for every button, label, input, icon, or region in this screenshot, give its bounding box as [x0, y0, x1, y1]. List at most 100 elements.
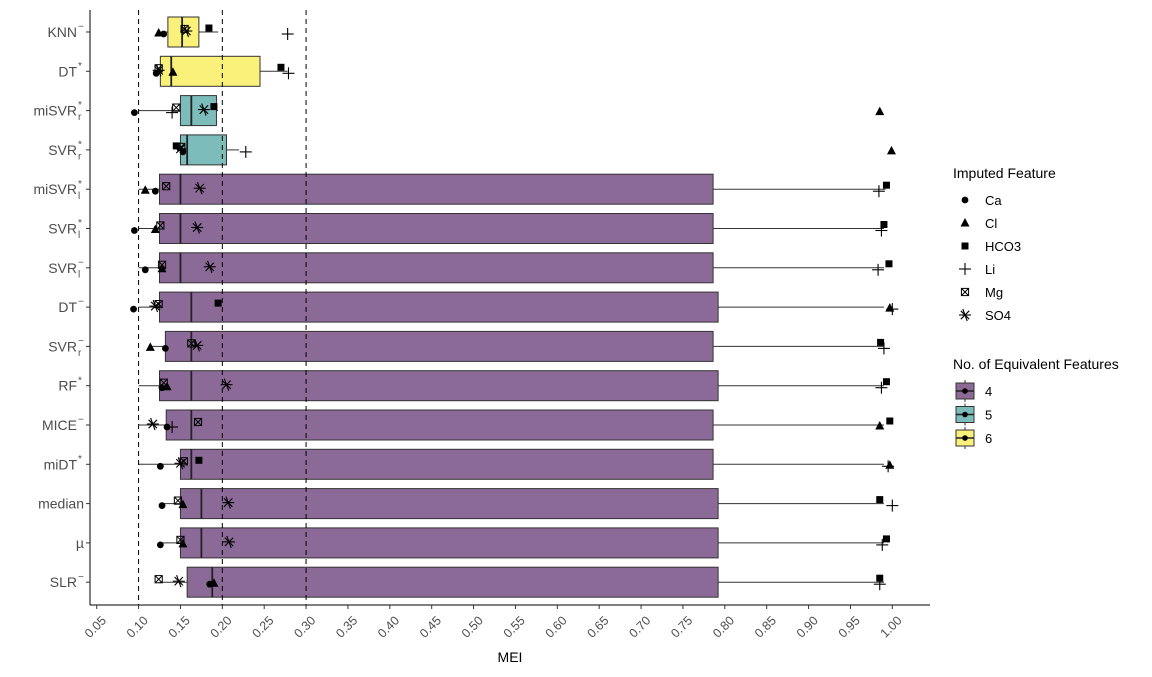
box-body-13 — [179, 527, 719, 559]
point-3-HCO3 — [172, 142, 180, 150]
y-tick-sup-1: * — [78, 61, 82, 72]
point-11-SO4 — [174, 457, 187, 470]
y-tick-sub-4: l — [78, 191, 80, 202]
box-body-9 — [159, 370, 719, 402]
point-2-Cl — [875, 106, 885, 116]
point-7-Ca — [130, 305, 137, 313]
point-11-Li — [882, 460, 895, 473]
point-8-Cl — [145, 342, 155, 351]
y-tick-sub-6: l — [78, 269, 80, 280]
point-10-Li — [166, 421, 179, 433]
point-9-Mg — [159, 378, 168, 387]
point-2-SO4 — [197, 103, 210, 116]
y-tick-sub-5: l — [78, 230, 80, 241]
point-13-Li — [876, 538, 889, 551]
box-body-1 — [159, 55, 261, 87]
point-8-SO4 — [191, 339, 204, 352]
x-axis-title: MEI — [498, 649, 523, 665]
box-body-10 — [165, 409, 714, 441]
point-3-Cl — [886, 145, 896, 155]
point-9-SO4 — [220, 378, 233, 391]
legend-key-HCO3-icon — [961, 242, 969, 250]
y-tick-sup-3: * — [78, 140, 82, 151]
point-9-HCO3 — [882, 378, 890, 386]
point-7-HCO3 — [214, 299, 222, 307]
point-9-Li — [875, 381, 888, 394]
y-tick-label-4: miSVR — [33, 181, 77, 197]
point-6-Mg — [157, 260, 167, 269]
point-4-Cl — [140, 185, 150, 194]
point-12-Cl — [178, 499, 188, 509]
point-6-SO4 — [203, 260, 216, 273]
box-8 — [151, 330, 884, 362]
legend-group-title: No. of Equivalent Features — [953, 356, 1119, 372]
point-8-Ca — [161, 345, 169, 352]
legend-label-SO4: SO4 — [985, 308, 1011, 323]
box-5 — [138, 213, 884, 244]
y-tick-label-5: SVR — [48, 220, 77, 236]
box-body-3 — [179, 134, 228, 166]
point-7-Li — [886, 303, 899, 316]
x-tick-label-16: 0.85 — [752, 613, 779, 640]
box-3 — [177, 134, 240, 166]
point-12-Li — [886, 499, 899, 512]
point-1-Li — [282, 67, 295, 80]
box-7 — [138, 291, 884, 323]
point-6-Li — [872, 263, 885, 276]
point-1-HCO3 — [277, 63, 285, 71]
point-0-Li — [281, 28, 294, 40]
legend-key-group-4 — [955, 380, 975, 402]
point-6-HCO3 — [885, 260, 893, 268]
y-tick-sub-2: r — [78, 112, 82, 123]
y-tick-sup-9: * — [78, 375, 82, 386]
box-4 — [138, 173, 886, 205]
y-tick-sup-6: − — [78, 257, 84, 268]
point-12-HCO3 — [876, 496, 884, 504]
box-9 — [138, 370, 884, 402]
y-tick-label-3: SVR — [48, 142, 77, 158]
y-tick-sup-10: − — [78, 415, 84, 426]
y-tick-label-7: DT — [58, 299, 77, 315]
legend-label-HCO3: HCO3 — [985, 239, 1021, 254]
point-5-Mg — [156, 221, 165, 230]
y-tick-label-11: miDT — [44, 456, 78, 472]
point-0-SO4 — [180, 24, 193, 38]
x-tick-label-10: 0.55 — [501, 613, 528, 640]
point-5-SO4 — [191, 221, 204, 234]
point-4-Ca — [151, 187, 159, 195]
point-8-Li — [877, 342, 890, 355]
point-13-SO4 — [223, 535, 236, 549]
y-tick-label-9: RF — [58, 377, 77, 393]
legend-label-Mg: Mg — [985, 285, 1003, 300]
x-tick-label-9: 0.50 — [459, 613, 486, 640]
box-14 — [159, 566, 884, 598]
x-tick-label-8: 0.45 — [417, 613, 444, 640]
y-tick-sup-4: * — [78, 179, 82, 190]
box-body-4 — [159, 173, 714, 205]
point-11-Ca — [156, 462, 164, 470]
y-tick-sub-3: r — [78, 152, 82, 163]
x-tick-label-3: 0.20 — [208, 613, 235, 640]
point-8-HCO3 — [877, 338, 885, 346]
y-tick-label-13: µ — [76, 535, 84, 551]
point-2-Li — [166, 106, 179, 119]
point-2-HCO3 — [210, 103, 218, 111]
points-layer — [130, 24, 899, 591]
point-4-HCO3 — [882, 181, 890, 189]
y-tick-label-1: DT — [58, 63, 77, 79]
legend-feature-title: Imputed Feature — [953, 165, 1056, 181]
legend-label-group-4: 4 — [985, 384, 992, 399]
point-5-Ca — [130, 227, 138, 234]
box-body-7 — [159, 291, 719, 323]
y-tick-sub-8: r — [78, 348, 82, 359]
point-14-Cl — [209, 578, 219, 587]
legend-label-Cl: Cl — [985, 216, 997, 231]
legend-key-Mg-icon — [960, 287, 970, 297]
box-body-12 — [179, 488, 719, 520]
y-tick-sup-0: − — [78, 22, 84, 33]
box-6 — [138, 252, 884, 284]
box-body-8 — [164, 330, 714, 362]
point-13-Mg — [176, 535, 185, 544]
legend-key-Li-icon — [959, 263, 971, 275]
